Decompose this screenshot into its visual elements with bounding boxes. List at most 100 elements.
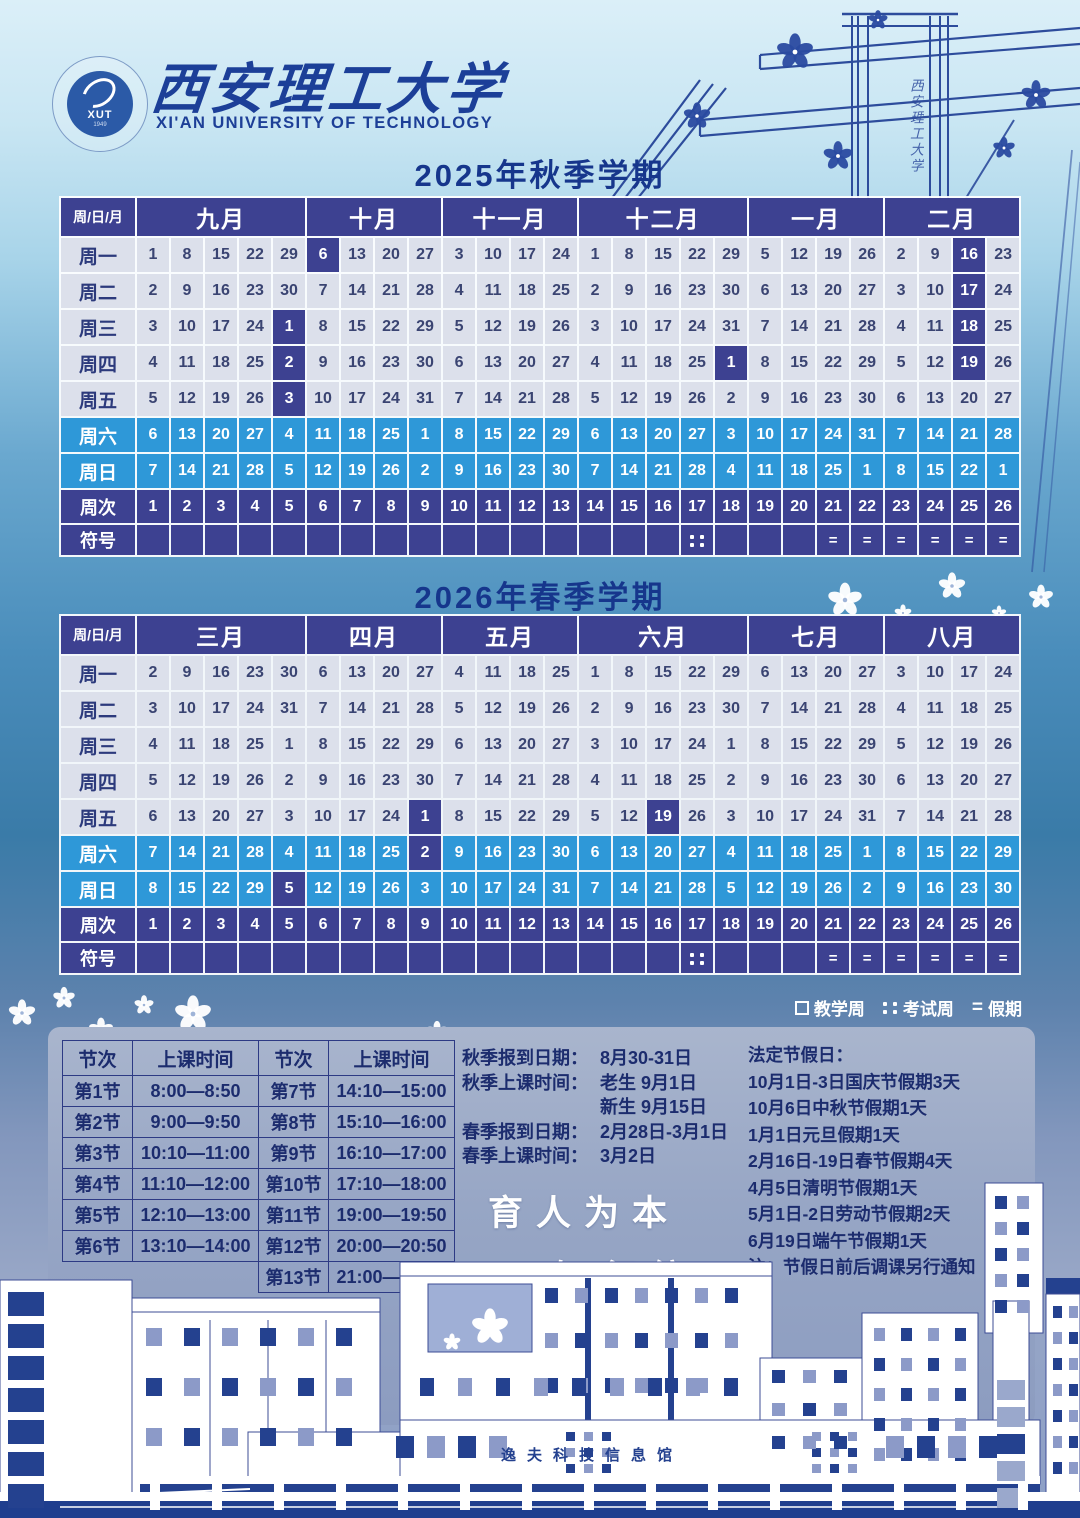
symbol-cell [171,943,203,973]
day-cell: 8 [749,728,782,762]
day-cell: 14 [477,764,510,798]
symbol-cell [647,943,680,973]
day-cell: 26 [987,728,1020,762]
day-cell: 21 [205,454,237,488]
period-cell: 第6节 [62,1230,133,1262]
university-name-cn: 西安理工大学 [148,56,509,121]
symbol-cell [511,943,544,973]
symbol-cell [715,525,748,555]
day-cell: 10 [919,274,952,308]
symbol-cell [205,525,237,555]
day-cell: 21 [511,764,544,798]
weekend-row: 周六 6 13 20 27 4 11 18 25 1 8 15 22 29 6 13 20 27 3 10 17 24 31… [61,418,1020,452]
day-cell: 14 [341,692,374,726]
symbol-cell: = [851,943,884,973]
symbol-cell [647,525,680,555]
day-cell: 15 [919,454,952,488]
day-cell: 18 [205,346,237,380]
symbol-cell: = [987,943,1020,973]
schedule-header-row: 节次 上课时间 节次 上课时间 [62,1040,455,1076]
day-cell: 5 [579,800,612,834]
schedule-header: 节次 [62,1040,133,1076]
symbol-cell [477,525,510,555]
day-cell: 7 [885,800,918,834]
day-cell: 11 [613,764,646,798]
week-number-cell: 14 [579,490,612,523]
row-label: 周日 [61,454,135,488]
legend-holiday-label: 假期 [988,1000,1022,1019]
period-cell: 第2节 [62,1106,133,1138]
day-cell: 28 [409,692,442,726]
symbol-cell: = [885,525,918,555]
week-number-cell: 26 [987,490,1020,523]
day-cell: 6 [579,418,612,452]
row-label: 周日 [61,872,135,906]
day-cell: 10 [749,800,782,834]
info-label: 春季上课时间： [462,1146,588,1166]
week-number-cell: 24 [919,908,952,941]
day-cell: 26 [987,346,1020,380]
day-cell: 31 [851,800,884,834]
day-cell: 30 [273,656,306,690]
symbol-cell [273,943,306,973]
university-logo: XUT 1949 [52,56,148,152]
holiday-day-cell: 16 [953,238,986,272]
row-label: 周三 [61,310,135,344]
month-header: 五月 [443,616,578,654]
week-number-cell: 21 [817,908,850,941]
day-cell: 21 [511,382,544,416]
week-number-cell: 1 [137,490,169,523]
calendar-legend: 教学周 考试周 = 假期 [794,995,1022,1020]
day-cell: 18 [647,346,680,380]
day-cell: 20 [375,238,408,272]
day-cell: 3 [137,692,169,726]
week-number-cell: 11 [477,490,510,523]
week-number-cell: 15 [613,490,646,523]
day-cell: 9 [613,274,646,308]
day-cell: 16 [341,346,374,380]
symbol-cell [375,943,408,973]
day-cell: 25 [375,418,408,452]
day-cell: 22 [239,238,271,272]
day-cell: 14 [783,310,816,344]
flower-icon [1021,80,1051,108]
semester-dates-info: 秋季报到日期： 8月30-31日 秋季上课时间： 老生 9月1日 新生 9月15日 春季报… [462,1046,747,1169]
day-cell: 23 [511,836,544,870]
day-cell: 10 [477,238,510,272]
day-cell: 1 [851,836,884,870]
day-cell: 10 [171,310,203,344]
day-cell: 21 [647,872,680,906]
week-number-cell: 13 [545,490,578,523]
exam-week-icon [882,1001,898,1014]
symbol-cell [307,525,340,555]
row-label: 周三 [61,728,135,762]
day-cell: 1 [273,728,306,762]
day-cell: 8 [443,418,476,452]
week-number-cell: 16 [647,908,680,941]
day-cell: 6 [885,382,918,416]
day-cell: 24 [987,274,1020,308]
logo-badge: XUT 1949 [67,71,133,137]
day-cell: 12 [919,728,952,762]
corner-label: 周/日/月 [61,616,135,654]
day-cell: 14 [171,454,203,488]
day-cell: 15 [341,310,374,344]
day-cell: 8 [885,836,918,870]
flower-icon [868,10,888,29]
day-cell: 28 [987,800,1020,834]
day-cell: 31 [851,418,884,452]
week-number-cell: 23 [885,908,918,941]
holiday-line: 6月19日端午节假期1天 [748,1230,927,1251]
month-header-row: 周/日/月 三月 四月 五月 六月 七月 八月 [61,616,1020,654]
holiday-day-cell: 5 [273,872,306,906]
week-number-cell: 12 [511,490,544,523]
holiday-line: 10月6日中秋节假期1天 [748,1098,927,1118]
day-cell: 15 [205,238,237,272]
day-cell: 27 [545,728,578,762]
day-cell: 28 [681,454,714,488]
info-label: 秋季上课时间： [462,1072,588,1093]
weekday-row: 周五 5 12 19 26 3 10 17 24 31 7 14 21 28 5 12 19 26 2 9 16 23 30… [61,382,1020,416]
day-cell: 25 [817,836,850,870]
day-cell: 18 [647,764,680,798]
row-label: 周二 [61,274,135,308]
